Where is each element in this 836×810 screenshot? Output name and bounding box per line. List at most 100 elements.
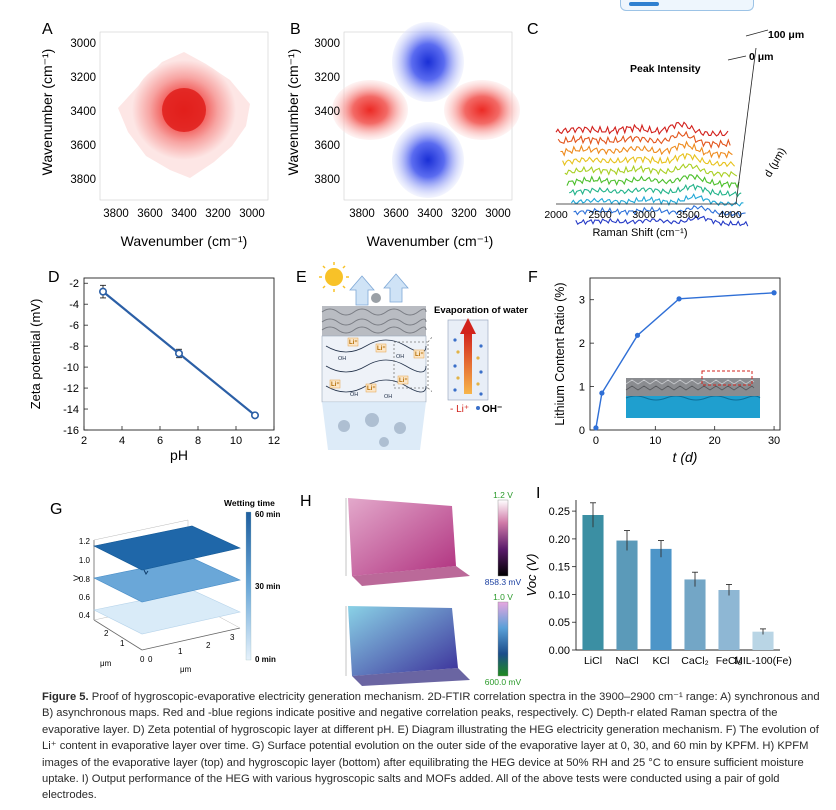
- c-label-leader: [745, 29, 769, 37]
- e-oh-legend: OH⁻: [482, 404, 502, 415]
- f-xtick-label: 30: [768, 435, 780, 447]
- a-xtick: 3400: [171, 208, 197, 220]
- upward-arrow-icon: [460, 318, 476, 334]
- g-xytick: 0: [148, 655, 153, 664]
- d-xtick-label: 12: [268, 435, 280, 447]
- evaporative-layer: [322, 306, 426, 336]
- f-data-point: [593, 425, 599, 431]
- i-ytick-label: 0.00: [549, 645, 570, 657]
- i-ytick-label: 0.25: [549, 506, 570, 518]
- h-bottom-colorbar: [497, 601, 509, 677]
- d-data-point: [175, 349, 184, 358]
- g-xytick: 1: [178, 647, 183, 656]
- a-ytick: 3800: [70, 174, 96, 186]
- d-xtick-label: 8: [195, 435, 201, 447]
- figure-caption: Figure 5. Proof of hygroscopic-evaporati…: [42, 689, 824, 804]
- f-xlabel: t (d): [673, 449, 698, 465]
- b-ytick: 3800: [314, 174, 340, 186]
- f-data-point: [599, 390, 605, 396]
- i-bar: [650, 548, 672, 650]
- c-spectrum-trace: [570, 193, 744, 207]
- g-zticks: 0.4: [79, 611, 91, 620]
- d-plot-frame: [83, 277, 275, 431]
- i-ytick-label: 0.15: [549, 562, 570, 574]
- i-category-label: LiCl: [584, 655, 602, 667]
- g-xytick: 0: [140, 655, 145, 664]
- d-ytick-label: -6: [69, 320, 79, 332]
- c-spectrum-trace: [566, 173, 740, 189]
- svg-text:Li⁺: Li⁺: [399, 377, 408, 384]
- a-ytick: 3400: [70, 106, 96, 118]
- panel-a-map: [99, 31, 269, 201]
- panel-e-letter: E: [296, 269, 307, 286]
- f-ytick-label: 0: [579, 425, 585, 437]
- g-zticks: 0.6: [79, 593, 91, 602]
- g-zlabel: V: [72, 575, 82, 581]
- i-category-label: NaCl: [615, 655, 638, 667]
- a-ylabel: Wavenumber (cm⁻¹): [39, 49, 55, 176]
- water-drop-icon: [379, 437, 389, 447]
- d-ytick-label: -14: [63, 404, 79, 416]
- water-drop-icon: [394, 422, 406, 434]
- c-spectrum-trace: [575, 214, 749, 227]
- i-bar: [684, 579, 706, 650]
- e-li-legend: - Li⁺: [450, 404, 469, 415]
- caption-lead: Figure 5.: [42, 691, 89, 703]
- i-bar: [718, 590, 740, 650]
- svg-text:Li⁺: Li⁺: [349, 339, 358, 346]
- g-cb-tick: 60 min: [255, 510, 280, 519]
- panel-g-kpfm-3d: 1.2 1.0 0.8 0.6 0.4 V 0 0 1 2 3 1 2 μm μ…: [72, 498, 280, 674]
- f-xtick-label: 0: [593, 435, 599, 447]
- panel-b-axes: 3000 3200 3400 3600 3800 3800 3600 3400 …: [285, 38, 511, 249]
- c-spectrum-trace: [568, 183, 742, 198]
- c-spectrum-trace: [555, 121, 729, 137]
- a-xlabel: Wavenumber (cm⁻¹): [121, 233, 248, 249]
- a-xtick: 3600: [137, 208, 163, 220]
- b-xlabel: Wavenumber (cm⁻¹): [367, 233, 494, 249]
- panel-d-letter: D: [48, 269, 60, 286]
- panel-a-letter: A: [42, 21, 53, 38]
- g-zticks: 0.8: [79, 575, 91, 584]
- i-bar: [752, 631, 774, 650]
- a-ytick: 3600: [70, 140, 96, 152]
- f-data-point: [634, 332, 641, 338]
- svg-text:Li⁺: Li⁺: [367, 385, 376, 392]
- h-bottom-surface: [348, 606, 458, 676]
- d-ytick-label: -10: [63, 362, 79, 374]
- d-xtick-label: 10: [230, 435, 242, 447]
- i-ylabel: Voc (V): [524, 554, 539, 597]
- c-xlabel: Raman Shift (cm⁻¹): [592, 227, 687, 239]
- c-xtick: 3000: [632, 209, 656, 221]
- scroll-thumb[interactable]: [629, 2, 659, 6]
- c-spectrum-trace: [573, 205, 746, 218]
- b-ytick: 3200: [314, 72, 340, 84]
- f-ytick-label: 3: [579, 295, 585, 307]
- top-scroll-bar[interactable]: [620, 0, 754, 11]
- c-title: Peak Intensity: [630, 63, 701, 75]
- h-top-colorbar: [497, 499, 509, 577]
- h-top-min: 858.3 mV: [485, 577, 522, 587]
- figure-5: A 3000 3200 3400 3600 3800 3800 3600 340…: [28, 21, 804, 687]
- g-xytick: 2: [206, 641, 211, 650]
- svg-text:OH: OH: [384, 394, 392, 400]
- vapor-arrow-icon: [349, 275, 375, 306]
- sun-icon: [325, 268, 343, 286]
- d-ytick-label: -12: [63, 383, 79, 395]
- water-drop-icon: [338, 420, 350, 432]
- f-xtick-label: 10: [649, 435, 661, 447]
- i-ytick-label: 0.20: [549, 534, 570, 546]
- water-drop-icon: [371, 293, 381, 303]
- c-xtick: 3500: [676, 209, 700, 221]
- panel-c-labels: Peak Intensity 100 μm 0 μm 2000 2500 300…: [544, 29, 804, 239]
- svg-text:Li⁺: Li⁺: [331, 381, 340, 388]
- a-xtick: 3000: [239, 208, 265, 220]
- g-xytick: 2: [104, 629, 109, 638]
- g-wetting-title: Wetting time: [224, 498, 275, 508]
- panel-d-zeta-chart: -2 -4 -6 -8 -10 -12 -14 -162 4 6 8 10 12 pH Zeta poten…: [28, 277, 280, 463]
- a-xtick: 3200: [205, 208, 231, 220]
- d-xtick-label: 4: [119, 435, 125, 447]
- b-xtick: 3400: [417, 208, 443, 220]
- c-depth-axis: [735, 47, 757, 205]
- svg-text:OH: OH: [338, 356, 346, 362]
